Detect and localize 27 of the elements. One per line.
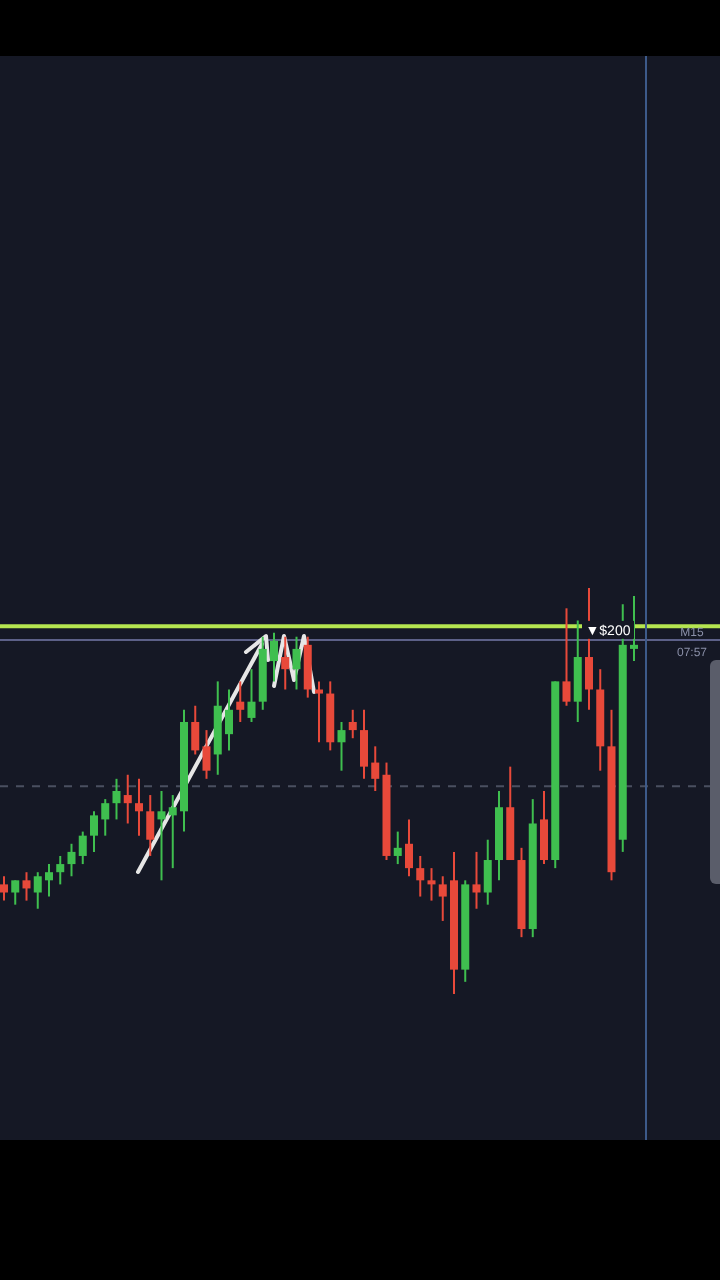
candlestick [348,708,357,740]
candlestick [562,607,571,707]
candlestick [427,867,436,902]
candlestick [11,879,20,906]
candlestick [483,838,492,906]
candlestick [22,871,31,902]
candlestick [112,777,121,821]
candlestick [135,777,143,837]
candlestick [123,773,132,825]
candlestick [56,854,65,886]
candlestick [416,854,425,898]
candlestick [292,635,301,691]
candlestick [573,619,582,723]
candlestick [281,635,290,691]
candlestick [202,729,211,780]
candlestick [472,850,481,910]
candlestick [247,668,256,723]
candlestick [393,830,402,866]
candlestick [191,704,200,756]
candlestick [0,875,8,902]
candlestick [236,680,245,723]
candlestick [540,790,548,866]
candlestick [146,794,155,857]
candlestick [405,818,413,878]
candlestick [315,680,323,744]
candlestick [303,635,312,699]
candlestick [337,720,346,772]
